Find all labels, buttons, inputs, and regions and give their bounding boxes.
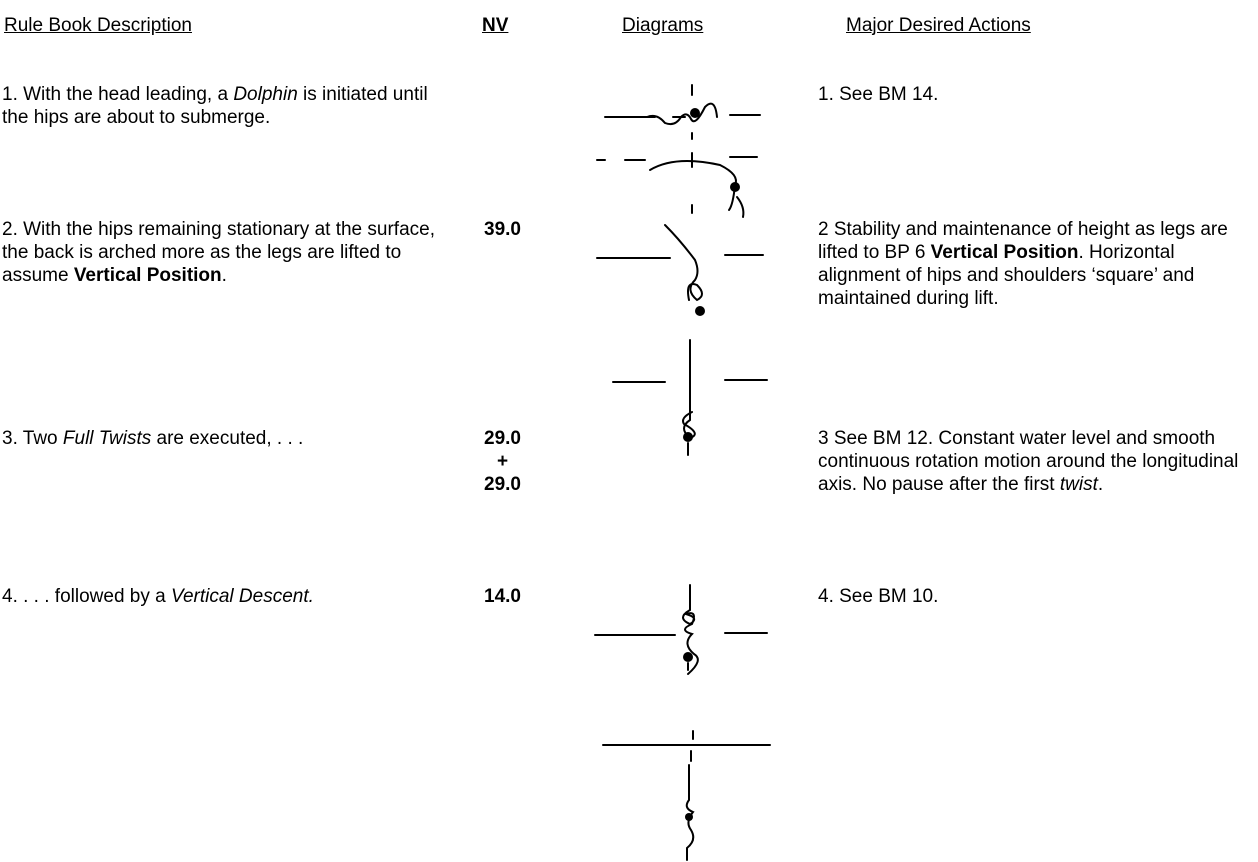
- text: 4. . . . followed by a: [2, 586, 171, 607]
- action: 2 Stability and maintenance of height as…: [818, 218, 1258, 310]
- description: 2. With the hips remaining stationary at…: [2, 218, 442, 287]
- text: 1. See BM 14.: [818, 84, 939, 105]
- text: Vertical Position: [930, 242, 1079, 263]
- column-header: NV: [482, 15, 509, 36]
- text: . Horizontal alignment of hips and shoul…: [818, 242, 1195, 309]
- nv: 39.0: [455, 218, 550, 241]
- text: 14.0: [484, 586, 521, 607]
- nv: 29.0 +29.0: [455, 427, 550, 496]
- action: 4. See BM 10.: [818, 585, 1258, 608]
- text: 1. With the head leading, a: [2, 84, 234, 105]
- description: 4. . . . followed by a Vertical Descent.: [2, 585, 362, 608]
- text: Full Twists: [62, 428, 152, 449]
- text: 2. With the hips remaining stationary at…: [2, 219, 435, 286]
- text: are executed, . . .: [151, 428, 304, 449]
- text: +: [496, 451, 509, 472]
- text: 29.0: [484, 428, 521, 449]
- text: 3. Two: [2, 428, 63, 449]
- text: Vertical Position: [73, 265, 222, 286]
- text: Dolphin: [233, 84, 298, 105]
- action: 1. See BM 14.: [818, 83, 1258, 106]
- text: 4. See BM 10.: [818, 586, 939, 607]
- text: twist: [1059, 474, 1098, 495]
- column-header: Rule Book Description: [4, 15, 192, 36]
- diagrams: [594, 84, 771, 861]
- text: Vertical Descent.: [170, 586, 314, 607]
- text: 3 See BM 12. Constant water level and sm…: [818, 428, 1239, 495]
- column-header: Diagrams: [622, 15, 704, 36]
- text: .: [221, 265, 227, 286]
- action: 3 See BM 12. Constant water level and sm…: [818, 427, 1258, 496]
- description: 1. With the head leading, a Dolphin is i…: [2, 83, 442, 129]
- nv: 14.0: [455, 585, 550, 608]
- text: is initiated until the hips are about to…: [2, 84, 428, 128]
- column-header: Major Desired Actions: [846, 15, 1031, 36]
- text: 29.0: [484, 474, 521, 495]
- text: 2 Stability and maintenance of height as…: [818, 219, 1228, 263]
- description: 3. Two Full Twists are executed, . . .: [2, 427, 442, 450]
- text: 39.0: [484, 219, 521, 240]
- text: .: [1097, 474, 1104, 495]
